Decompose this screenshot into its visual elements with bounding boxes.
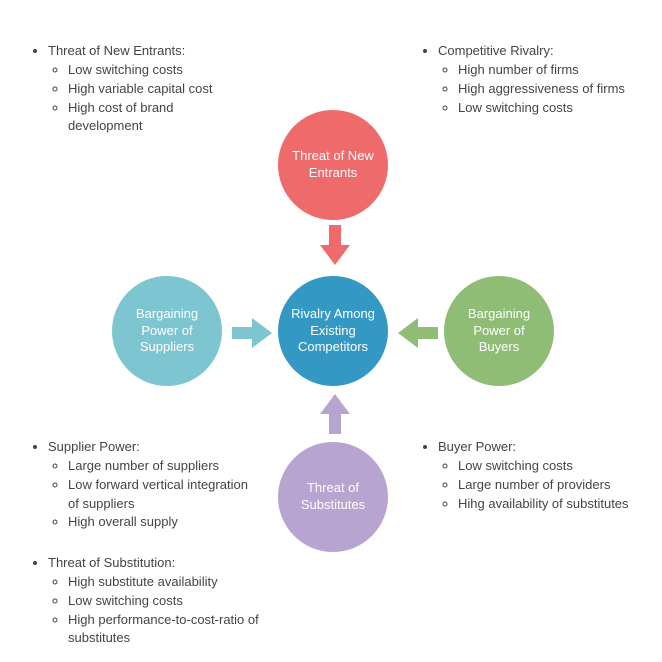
list-item: Low switching costs: [68, 592, 260, 611]
block-supplier: Supplier Power:Large number of suppliers…: [30, 438, 260, 532]
list-item: Low switching costs: [458, 99, 630, 118]
block-buyer: Buyer Power:Low switching costsLarge num…: [420, 438, 640, 513]
list-item: High aggressiveness of firms: [458, 80, 630, 99]
block-new-entrants: Threat of New Entrants:Low switching cos…: [30, 42, 240, 136]
circle-right-label: Bargaining Power of Buyers: [454, 306, 544, 357]
block-title: Threat of Substitution:High substitute a…: [48, 554, 260, 648]
list-item: Large number of providers: [458, 476, 640, 495]
list-item: Hihg availability of substitutes: [458, 495, 640, 514]
block-title: Threat of New Entrants:Low switching cos…: [48, 42, 240, 136]
arrow-right-left: [398, 318, 438, 348]
circle-center: Rivalry Among Existing Competitors: [278, 276, 388, 386]
circle-right: Bargaining Power of Buyers: [444, 276, 554, 386]
block-title: Supplier Power:Large number of suppliers…: [48, 438, 260, 532]
list-item: High cost of brand development: [68, 99, 240, 137]
five-forces-diagram: Threat of New Entrants:Low switching cos…: [0, 0, 662, 662]
block-title: Competitive Rivalry:High number of firms…: [438, 42, 630, 117]
circle-left: Bargaining Power of Suppliers: [112, 276, 222, 386]
circle-top: Threat of New Entrants: [278, 110, 388, 220]
list-item: High substitute availability: [68, 573, 260, 592]
list-item: High variable capital cost: [68, 80, 240, 99]
circle-bottom-label: Threat of Substitutes: [288, 480, 378, 514]
list-item: High overall supply: [68, 513, 260, 532]
circle-center-label: Rivalry Among Existing Competitors: [288, 306, 378, 357]
block-title: Buyer Power:Low switching costsLarge num…: [438, 438, 640, 513]
block-rivalry: Competitive Rivalry:High number of firms…: [420, 42, 630, 117]
arrow-top-down: [320, 225, 350, 265]
list-item: Low switching costs: [458, 457, 640, 476]
circle-bottom: Threat of Substitutes: [278, 442, 388, 552]
circle-top-label: Threat of New Entrants: [288, 148, 378, 182]
list-item: Large number of suppliers: [68, 457, 260, 476]
arrow-bottom-up: [320, 394, 350, 434]
list-item: High number of firms: [458, 61, 630, 80]
circle-left-label: Bargaining Power of Suppliers: [122, 306, 212, 357]
list-item: Low switching costs: [68, 61, 240, 80]
arrow-left-right: [232, 318, 272, 348]
block-substitution: Threat of Substitution:High substitute a…: [30, 554, 260, 648]
list-item: Low forward vertical integration of supp…: [68, 476, 260, 514]
list-item: High performance-to-cost-ratio of substi…: [68, 611, 260, 649]
